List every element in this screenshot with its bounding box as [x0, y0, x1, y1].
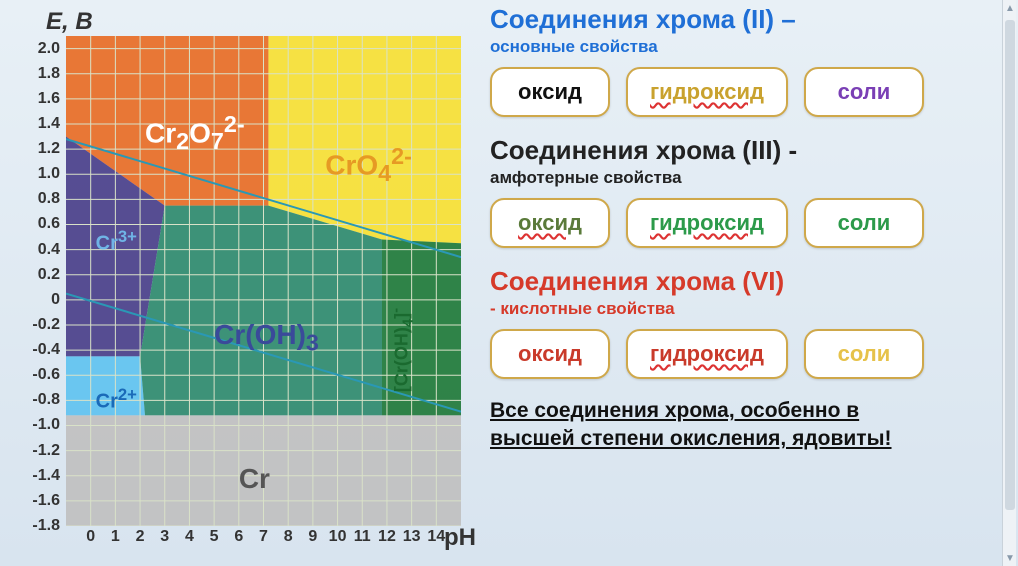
y-tick: 0.4 [18, 241, 60, 259]
x-axis-title: pH [444, 524, 476, 552]
compound-button-0-1[interactable]: гидроксид [626, 67, 788, 117]
y-axis-title: E, В [46, 8, 93, 36]
y-tick: 1.4 [18, 115, 60, 133]
x-tick: 4 [185, 528, 194, 546]
x-tick: 1 [111, 528, 120, 546]
compound-button-2-2[interactable]: соли [804, 329, 924, 379]
y-tick: 2.0 [18, 40, 60, 58]
section-title-0: Соединения хрома (II) – [490, 4, 1010, 35]
footnote: Все соединения хрома, особенно ввысшей с… [490, 397, 1010, 454]
x-tick: 9 [308, 528, 317, 546]
button-row-1: оксид гидроксид соли [490, 198, 1010, 248]
button-row-2: оксид гидроксид соли [490, 329, 1010, 379]
x-tick: 5 [210, 528, 219, 546]
y-tick-labels: 2.0 1.8 1.6 1.4 1.2 1.0 0.8 0.6 0.4 0.2 0 -0.2 -0.4 -… [18, 36, 62, 526]
y-tick: 1.0 [18, 165, 60, 183]
y-tick: -0.2 [18, 316, 60, 334]
y-tick: -1.0 [18, 416, 60, 434]
x-tick: 14 [427, 528, 445, 546]
compound-button-0-2[interactable]: соли [804, 67, 924, 117]
info-panel: Соединения хрома (II) –основные свойства… [490, 4, 1010, 454]
pourbaix-chart: E, В Cr2O72-CrO42-Cr3+Cr(OH)3Cr2+Cr[Cr(O… [8, 8, 478, 558]
x-tick: 6 [234, 528, 243, 546]
compound-button-0-0[interactable]: оксид [490, 67, 610, 117]
section-subtitle-0: основные свойства [490, 37, 1010, 57]
x-tick: 8 [284, 528, 293, 546]
compound-button-1-0[interactable]: оксид [490, 198, 610, 248]
y-tick: -0.4 [18, 341, 60, 359]
x-tick: 12 [378, 528, 396, 546]
compound-button-1-1[interactable]: гидроксид [626, 198, 788, 248]
y-tick: 0.2 [18, 266, 60, 284]
section-subtitle-1: амфотерные свойства [490, 168, 1010, 188]
chart-plot: Cr2O72-CrO42-Cr3+Cr(OH)3Cr2+Cr[Cr(OH)4]- [66, 36, 461, 526]
y-tick: -0.6 [18, 366, 60, 384]
y-tick: -1.2 [18, 442, 60, 460]
compound-button-1-2[interactable]: соли [804, 198, 924, 248]
compound-button-2-0[interactable]: оксид [490, 329, 610, 379]
y-tick: 0 [18, 291, 60, 309]
section-title-2: Соединения хрома (VI) [490, 266, 1010, 297]
x-tick: 7 [259, 528, 268, 546]
y-tick: 1.2 [18, 140, 60, 158]
x-tick: 11 [354, 528, 371, 546]
button-row-0: оксид гидроксид соли [490, 67, 1010, 117]
y-tick: -0.8 [18, 391, 60, 409]
y-tick: 1.6 [18, 90, 60, 108]
compound-button-2-1[interactable]: гидроксид [626, 329, 788, 379]
x-tick: 3 [160, 528, 169, 546]
x-tick-labels: 01234567891011121314 [66, 528, 461, 552]
section-title-1: Соединения хрома (III) - [490, 135, 1010, 166]
chart-svg [66, 36, 461, 526]
y-tick: 0.6 [18, 215, 60, 233]
y-tick: -1.4 [18, 467, 60, 485]
y-tick: -1.8 [18, 517, 60, 535]
scrollbar-thumb[interactable] [1005, 20, 1015, 510]
vertical-scrollbar[interactable]: ▲ ▼ [1002, 0, 1016, 566]
scroll-down-icon[interactable]: ▼ [1003, 550, 1017, 566]
scroll-up-icon[interactable]: ▲ [1003, 0, 1017, 16]
section-subtitle-2: - кислотные свойства [490, 299, 1010, 319]
x-tick: 13 [403, 528, 421, 546]
x-tick: 10 [329, 528, 347, 546]
x-tick: 2 [136, 528, 145, 546]
y-tick: 1.8 [18, 65, 60, 83]
y-tick: -1.6 [18, 492, 60, 510]
x-tick: 0 [86, 528, 95, 546]
y-tick: 0.8 [18, 190, 60, 208]
